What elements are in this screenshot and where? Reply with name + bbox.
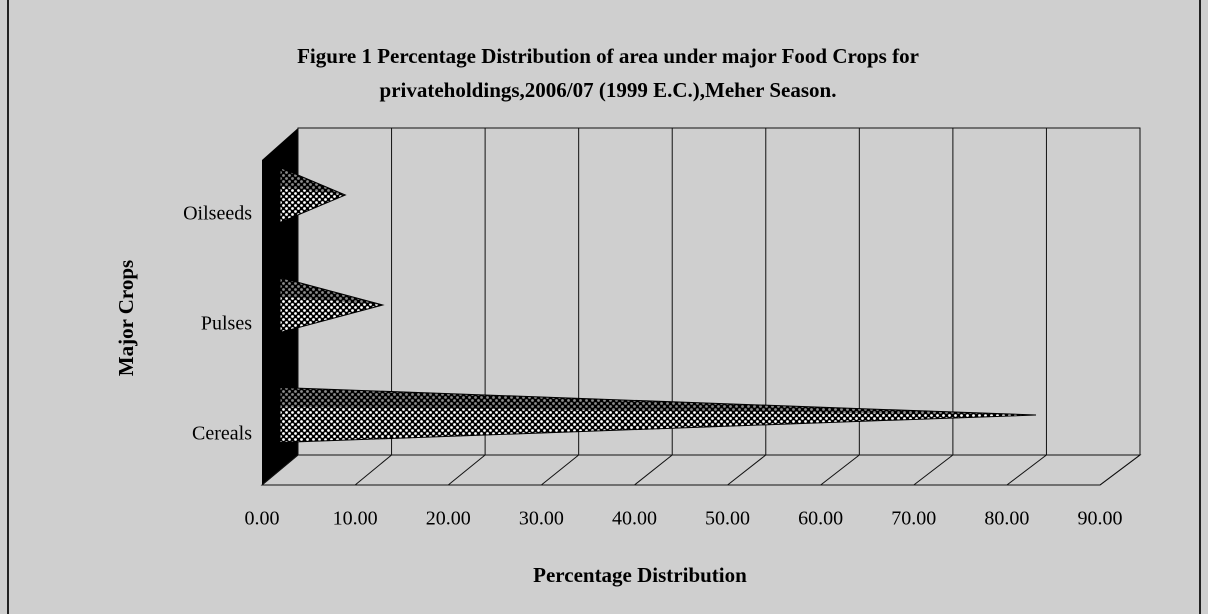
x-tick-label: 50.00 <box>705 508 750 530</box>
floor-grid-line <box>913 454 954 486</box>
x-tick-label: 40.00 <box>612 508 657 530</box>
floor <box>260 454 1142 486</box>
y-tick-label: Pulses <box>201 313 252 335</box>
cone <box>279 166 347 224</box>
x-tick-label: 80.00 <box>984 508 1029 530</box>
floor-grid-line <box>541 454 579 486</box>
y-tick-label: Oilseeds <box>183 203 252 225</box>
floor-grid-line <box>727 454 767 486</box>
cone <box>279 276 385 334</box>
y-axis-label: Major Crops <box>114 260 138 376</box>
x-tick-label: 60.00 <box>798 508 843 530</box>
floor-grid-line <box>1099 454 1141 486</box>
cone-shade <box>280 277 383 305</box>
x-tick-label: 10.00 <box>333 508 378 530</box>
cone-shade <box>280 387 1036 415</box>
frame <box>7 0 1201 614</box>
x-tick-label: 0.00 <box>245 508 280 530</box>
floor-grid-line <box>261 454 299 486</box>
y-tick-label: Cereals <box>192 423 252 445</box>
floor-grid-line <box>820 454 860 486</box>
cone-shade <box>280 167 346 195</box>
chart-title: privateholdings,2006/07 (1999 E.C.),Mehe… <box>380 78 837 102</box>
floor-grid-line <box>354 454 392 486</box>
x-tick-label: 30.00 <box>519 508 564 530</box>
floor-grid-line <box>1006 454 1047 486</box>
cone <box>279 386 1037 444</box>
floor-grid-line <box>634 454 673 486</box>
floor-grid-line <box>447 454 486 486</box>
x-tick-label: 20.00 <box>426 508 471 530</box>
x-tick-label: 70.00 <box>891 508 936 530</box>
x-axis-label: Percentage Distribution <box>533 563 747 587</box>
chart-title: Figure 1 Percentage Distribution of area… <box>297 44 919 68</box>
x-tick-label: 90.00 <box>1078 508 1123 530</box>
